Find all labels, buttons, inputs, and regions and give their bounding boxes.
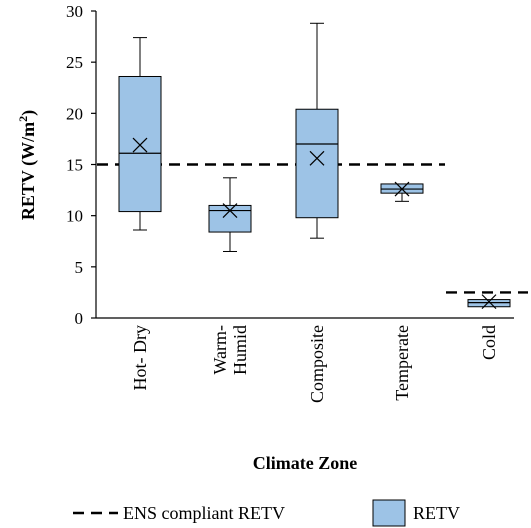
legend-label-reference: ENS compliant RETV: [123, 503, 285, 523]
mean-marker: [222, 203, 238, 218]
box-plot-0: [118, 37, 162, 231]
category-label: Warm-: [210, 325, 230, 375]
box-iqr: [118, 75, 162, 213]
y-tick-label: 5: [75, 258, 84, 277]
axes: 0 5 10 15 20 25 30: [66, 2, 514, 328]
category-label: Cold: [479, 325, 499, 360]
legend: ENS compliant RETV RETV: [73, 499, 460, 527]
box-iqr: [295, 108, 339, 219]
y-axis-title-main: RETV (W/m: [18, 122, 39, 220]
y-tick-label: 15: [66, 156, 83, 175]
x-axis-title: Climate Zone: [253, 453, 357, 473]
y-axis-title-superscript: 2: [16, 116, 30, 122]
category-label: Hot- Dry: [130, 325, 150, 391]
y-tick-label: 30: [66, 2, 83, 21]
box-plot-1: [208, 177, 252, 252]
y-tick-label: 10: [66, 207, 83, 226]
box-iqr: [208, 204, 252, 233]
mean-marker: [309, 150, 325, 166]
labels: Hot- Dry Warm- Humid Composite Temperate Cold…: [16, 110, 499, 473]
mean-marker: [132, 137, 148, 153]
y-axis-title-end: ): [18, 110, 39, 116]
category-label: Temperate: [392, 325, 412, 401]
mean-marker: [481, 294, 497, 310]
mean-marker: [394, 181, 410, 197]
box-plot-4: [467, 294, 511, 310]
legend-swatch-box: [372, 499, 406, 527]
y-tick-label: 20: [66, 104, 83, 123]
box-plots: [118, 22, 511, 310]
y-tick-label: 0: [75, 309, 84, 328]
y-axis-title: RETV (W/m2): [16, 110, 39, 220]
box-plot-3: [380, 181, 424, 202]
y-tick-label: 25: [66, 53, 83, 72]
box-plot-2: [295, 22, 339, 239]
category-label: Humid: [230, 325, 250, 375]
legend-label-box: RETV: [413, 503, 460, 523]
category-label: Composite: [307, 325, 327, 403]
